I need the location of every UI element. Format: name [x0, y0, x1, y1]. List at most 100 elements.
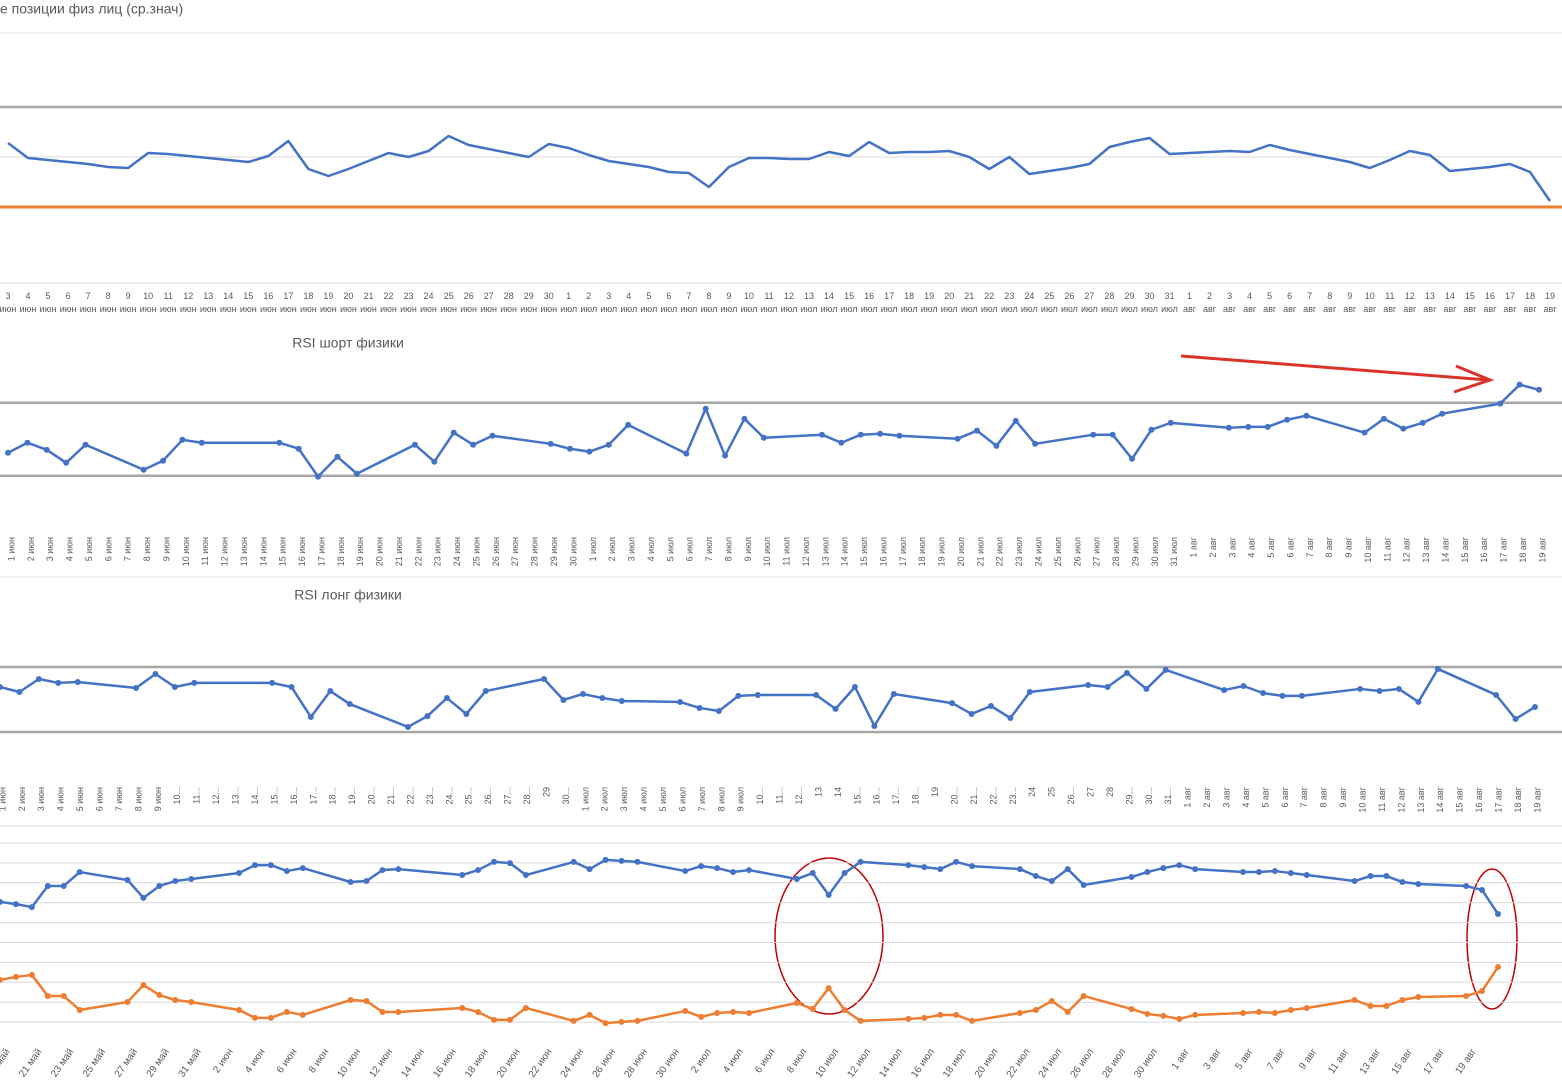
- x-tick-label-line: июн: [220, 304, 237, 314]
- x-tick-label: 1 июл: [580, 787, 590, 811]
- x-tick-label: 29 июн: [520, 291, 537, 314]
- x-tick-label-line: июл: [1081, 304, 1098, 314]
- x-tick-label-line: июл: [560, 304, 577, 314]
- x-tick-label: 22 июн: [527, 1047, 555, 1080]
- data-point: [179, 436, 186, 443]
- x-tick-label: 23...: [1008, 787, 1018, 805]
- data-point: [506, 860, 513, 867]
- x-tick-label: 2 июл: [607, 537, 617, 561]
- x-tick-label: 6 июл: [677, 787, 687, 811]
- x-tick-label: 8 авг: [1323, 291, 1337, 314]
- x-tick-label-line: июл: [1061, 304, 1078, 314]
- x-tick-label: 21 май: [17, 1047, 44, 1079]
- data-point: [1479, 988, 1486, 995]
- data-point: [832, 705, 839, 712]
- x-tick-label-line: авг: [1363, 304, 1377, 314]
- data-point: [1419, 419, 1426, 426]
- data-point: [1129, 455, 1136, 462]
- data-point: [1032, 1006, 1039, 1013]
- x-tick-label: 23 май: [49, 1047, 76, 1079]
- x-tick-label-line: 3: [1227, 291, 1232, 301]
- data-point: [809, 870, 816, 877]
- x-tick-label: 9 авг: [1343, 291, 1357, 314]
- x-tick-label: 12 июл: [801, 537, 811, 566]
- x-tick-label: 30 июл: [1132, 1047, 1160, 1080]
- x-tick-label-line: июн: [180, 304, 197, 314]
- x-tick-label: 15 авг: [1460, 536, 1470, 562]
- x-tick-label: 16...: [872, 787, 882, 805]
- x-tick-label: 26...: [483, 787, 493, 805]
- x-tick-label: 9 авг: [1344, 536, 1354, 557]
- x-tick-label-line: июл: [1121, 304, 1138, 314]
- x-tick-label: 18 авг: [1523, 291, 1537, 314]
- data-point: [1016, 866, 1023, 873]
- x-tick-label: 20 июл: [973, 1047, 1001, 1080]
- data-point: [921, 864, 928, 871]
- data-point: [1536, 386, 1542, 393]
- data-point: [459, 1004, 466, 1011]
- chart-title: RSI шорт физики: [292, 335, 404, 351]
- x-tick-label: 3 июн: [0, 291, 16, 314]
- x-tick-label-line: 17: [1505, 291, 1515, 301]
- x-tick-label: 1 июн: [0, 787, 7, 811]
- data-point: [1064, 1008, 1071, 1015]
- x-tick-label: 8 июн: [142, 537, 152, 561]
- x-tick-label: 16 авг: [1483, 291, 1497, 314]
- data-point: [295, 445, 302, 452]
- data-point: [267, 862, 274, 869]
- x-tick-label: 12 июн: [367, 1047, 395, 1080]
- data-point: [905, 1015, 912, 1022]
- x-tick-label-line: июн: [440, 304, 457, 314]
- x-tick-label: 30...: [561, 787, 571, 805]
- x-tick-label: 25...: [464, 787, 474, 805]
- x-tick-label: 7 июл: [704, 537, 714, 561]
- x-tick-label: 4 июл: [639, 787, 649, 811]
- x-tick-label: 30 июл: [1141, 291, 1158, 314]
- x-tick-label-line: июн: [380, 304, 397, 314]
- x-tick-label-line: авг: [1263, 304, 1277, 314]
- x-tick-label-line: июн: [0, 304, 16, 314]
- x-tick-label-line: июн: [40, 304, 57, 314]
- x-tick-label: 7 авг: [1299, 786, 1309, 807]
- x-tick-label-line: июн: [300, 304, 317, 314]
- data-point: [696, 704, 703, 711]
- data-point: [1144, 869, 1151, 876]
- data-point: [395, 1008, 402, 1015]
- x-tick-label-line: авг: [1283, 304, 1297, 314]
- x-tick-label: 7 авг: [1265, 1047, 1287, 1072]
- x-tick-label: 25 июн: [471, 537, 481, 566]
- data-point: [560, 696, 567, 703]
- x-tick-label-line: 15: [1465, 291, 1475, 301]
- x-tick-label-line: 18: [1525, 291, 1535, 301]
- x-tick-label: 4 июл: [721, 1047, 746, 1076]
- x-tick-label-line: 24: [424, 291, 434, 301]
- x-tick-label: 24 июн: [452, 537, 462, 566]
- x-tick-label: 26 июн: [460, 291, 477, 314]
- data-point: [1167, 419, 1174, 426]
- data-point: [1512, 716, 1519, 722]
- data-point: [851, 683, 858, 690]
- x-tick-label: 11 авг: [1382, 536, 1392, 562]
- x-tick-label: 24 июн: [420, 291, 437, 314]
- x-tick-label: 11 июл: [782, 537, 792, 566]
- data-point: [570, 858, 577, 865]
- data-point: [334, 453, 341, 460]
- x-tick-label-line: 6: [666, 291, 671, 301]
- data-point: [735, 692, 742, 699]
- data-point: [251, 1014, 258, 1021]
- x-tick-label: 23 июл: [1014, 537, 1024, 566]
- data-point: [1048, 878, 1055, 885]
- data-point: [347, 997, 354, 1004]
- x-tick-label-line: 14: [223, 291, 233, 301]
- x-tick-label: 29: [541, 787, 551, 797]
- x-tick-label-line: авг: [1323, 304, 1337, 314]
- x-tick-label: 31 июл: [1169, 537, 1179, 566]
- x-tick-label-line: 23: [1004, 291, 1014, 301]
- x-tick-label-line: июл: [881, 304, 898, 314]
- x-tick-label: 19: [930, 787, 940, 797]
- x-tick-label: 1 авг: [1183, 291, 1197, 314]
- data-point: [871, 722, 878, 729]
- data-point: [1495, 911, 1501, 918]
- x-tick-label: 19 авг: [1532, 786, 1542, 812]
